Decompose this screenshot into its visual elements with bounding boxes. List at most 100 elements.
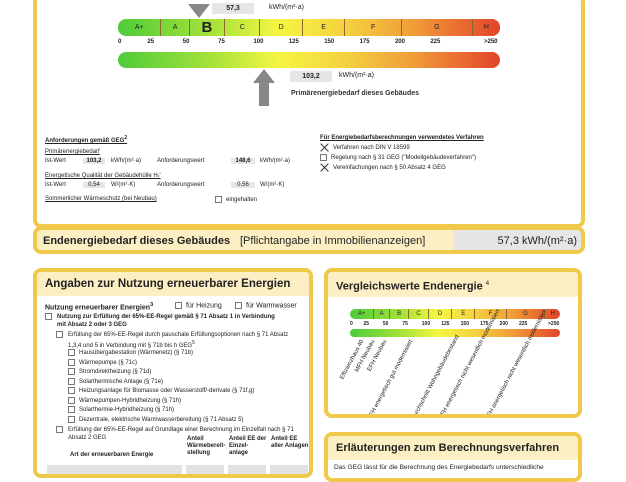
class-E: E <box>451 309 474 319</box>
waerme-input[interactable] <box>186 465 224 474</box>
option-label: Hausübergabestation (Wärmenetz) (§ 71b) <box>79 350 194 357</box>
option-item: Heizungsanlage für Biomasse oder Wassers… <box>68 387 308 397</box>
einzelfall-checkbox[interactable] <box>56 426 63 433</box>
endenergie-unit: kWh/(m²·a) <box>269 4 304 11</box>
class-C: C <box>224 19 259 36</box>
tick-labels: 0 25 50 75 100 125 150 175 200 225 >250 <box>350 321 560 329</box>
verfahren-checkbox[interactable] <box>320 143 329 152</box>
class-D: D <box>427 309 451 319</box>
tick-label: 100 <box>421 321 431 327</box>
class-bar: A+ A B C D E F G H <box>350 309 560 319</box>
verfahren-checkbox[interactable] <box>320 163 329 172</box>
verfahren-checkbox[interactable] <box>320 154 327 161</box>
option-checkbox[interactable] <box>68 377 75 385</box>
regel-checkbox[interactable] <box>45 313 52 320</box>
einzel-input[interactable] <box>228 465 266 474</box>
primaer-title: Primärenergiebedarf <box>45 149 100 155</box>
option-item: Wärmepumpen-Hybridheizung (§ 71h) <box>68 396 308 407</box>
option-checkbox[interactable] <box>68 358 75 366</box>
huelle-ist-value: 0,54 <box>83 182 105 188</box>
ee-panel: Angaben zur Nutzung erneuerbarer Energie… <box>33 268 313 478</box>
option-label: Wärmepumpen-Hybridheizung (§ 71h) <box>79 397 182 404</box>
class-Aplus: A+ <box>134 24 144 31</box>
warmwasser-label: für Warmwasser <box>246 302 297 310</box>
verfahren-title: Für Energiebedarfsberechnungen verwendet… <box>320 135 484 141</box>
class-G: G <box>505 309 545 319</box>
verfahren-label: Verfahren nach DIN V 18599 <box>333 145 410 152</box>
tick-label: 150 <box>324 39 335 45</box>
tick-labels: 0 25 50 75 100 125 150 175 200 225 >250 <box>118 39 500 49</box>
class-F: F <box>474 309 505 319</box>
unit: W/(m²·K) <box>111 182 136 188</box>
anforderungen-section: Anforderungen gemäß GEG2 Primärenergiebe… <box>45 135 315 206</box>
option-checkbox[interactable] <box>68 406 75 413</box>
option-checkbox[interactable] <box>68 415 75 423</box>
heizung-checkbox[interactable] <box>175 302 182 309</box>
vergleich-panel: Vergleichswerte Endenergie 4 A+ A B C D E F G H … <box>324 268 582 418</box>
tick-label: 200 <box>499 321 508 327</box>
reference-label: Effizienzhaus 40 <box>339 339 365 381</box>
erl-text: Das GEG lässt für die Berechnung des Ene… <box>334 464 544 471</box>
option-label: Heizungsanlage für Biomasse oder Wassers… <box>79 388 255 395</box>
option-label: Stromdirektheizung (§ 71d) <box>79 369 152 376</box>
class-E: E <box>301 19 344 36</box>
option-item: Dezentrale, elektrische Warmwasserbereit… <box>68 415 308 426</box>
endbar-title: Endenergiebedarf dieses Gebäudes <box>43 235 231 247</box>
erl-title: Erläuterungen zum Berechnungsverfahren <box>328 436 578 460</box>
option-item: Solarthermie-Hybridheizung (§ 71h) <box>68 406 308 416</box>
col-art: Art der erneuerbaren Energie <box>70 452 154 458</box>
endenergie-value: 57,3 <box>212 3 254 14</box>
class-B: B <box>388 309 408 319</box>
option-checkbox[interactable] <box>68 349 75 356</box>
option-checkbox[interactable] <box>68 387 75 394</box>
primaerenergie-label: Primärenergiebedarf dieses Gebäudes <box>291 90 419 97</box>
reference-label: EFH energetisch gut modernisiert <box>366 339 414 418</box>
huelle-title: Energetische Qualität der Gebäudehülle H… <box>45 173 161 179</box>
class-Aplus: A+ <box>357 311 366 317</box>
anf-value: 148,6 <box>231 158 255 164</box>
art-input[interactable] <box>47 465 182 474</box>
class-A: A <box>160 19 188 36</box>
tick-label: >250 <box>484 39 498 45</box>
unit: kWh/(m²·a) <box>260 158 290 164</box>
energy-scale: A+ A B C D E F G H 0 25 50 75 100 125 150 175 200 225 >250 <box>118 19 500 68</box>
col-alle: Anteil EE aller Anlagen <box>271 436 309 449</box>
tick-label: 125 <box>441 321 450 327</box>
primaerenergie-arrow-icon <box>253 69 275 106</box>
heizung-label: für Heizung <box>186 302 222 310</box>
tick-label: 50 <box>182 39 190 45</box>
erlaeuterungen-panel: Erläuterungen zum Berechnungsverfahren D… <box>324 432 582 482</box>
alle-input[interactable] <box>270 465 308 474</box>
energy-scale-panel: A+ A B C D E F G H 0 25 50 75 100 125 150 175 200 225 >250… <box>33 0 585 228</box>
ist-label: Ist-Wert <box>45 158 66 164</box>
verfahren-label: Vereinfachungen nach § 50 Absatz 4 GEG <box>333 165 446 172</box>
pauschal-label: Erfüllung der 65%-EE-Regel durch pauscha… <box>68 332 289 349</box>
vergleich-scale: A+ A B C D E F G H 0 25 50 75 100 125 150 175 200 225 >250… <box>339 309 560 418</box>
pauschal-checkbox[interactable] <box>56 331 63 338</box>
einzelfall-label: Erfüllung der 65%-EE-Regel auf Grundlage… <box>68 427 294 441</box>
col-einzel: Anteil EE der Einzel-anlage <box>229 436 267 456</box>
tick-label: 125 <box>288 39 299 45</box>
verfahren-item: Vereinfachungen nach § 50 Absatz 4 GEG <box>320 163 580 172</box>
tick-label: 175 <box>480 321 489 327</box>
warmwasser-checkbox[interactable] <box>235 302 242 309</box>
anf-label: Anforderungswert <box>157 182 205 188</box>
endenergie-arrow-icon <box>188 4 211 18</box>
endbar-value: 57,3 kWh/(m²·a) <box>453 230 581 250</box>
option-label: Solarthermie-Hybridheizung (§ 71h) <box>79 407 175 414</box>
option-checkbox[interactable] <box>68 368 75 375</box>
option-checkbox[interactable] <box>68 396 75 404</box>
option-label: Dezentrale, elektrische Warmwasserbereit… <box>79 416 244 423</box>
reference-label: EFH energetisch nicht wesentlich moderni… <box>484 309 548 418</box>
eingehalten-checkbox[interactable] <box>215 196 222 203</box>
tick-label: 175 <box>359 39 370 45</box>
huelle-anf-value: 0,56 <box>231 182 255 188</box>
verfahren-label: Regelung nach § 31 GEG ("Modellgebäudeve… <box>331 155 477 162</box>
class-G: G <box>400 19 472 36</box>
class-H: H <box>471 19 500 36</box>
tick-label: >250 <box>548 321 560 327</box>
tick-label: 0 <box>118 39 122 45</box>
primaerenergie-value: 103,2 <box>290 71 332 82</box>
sommer-label: Sommerlicher Wärmeschutz (bei Neubau) <box>45 196 157 202</box>
tick-label: 50 <box>382 321 389 327</box>
